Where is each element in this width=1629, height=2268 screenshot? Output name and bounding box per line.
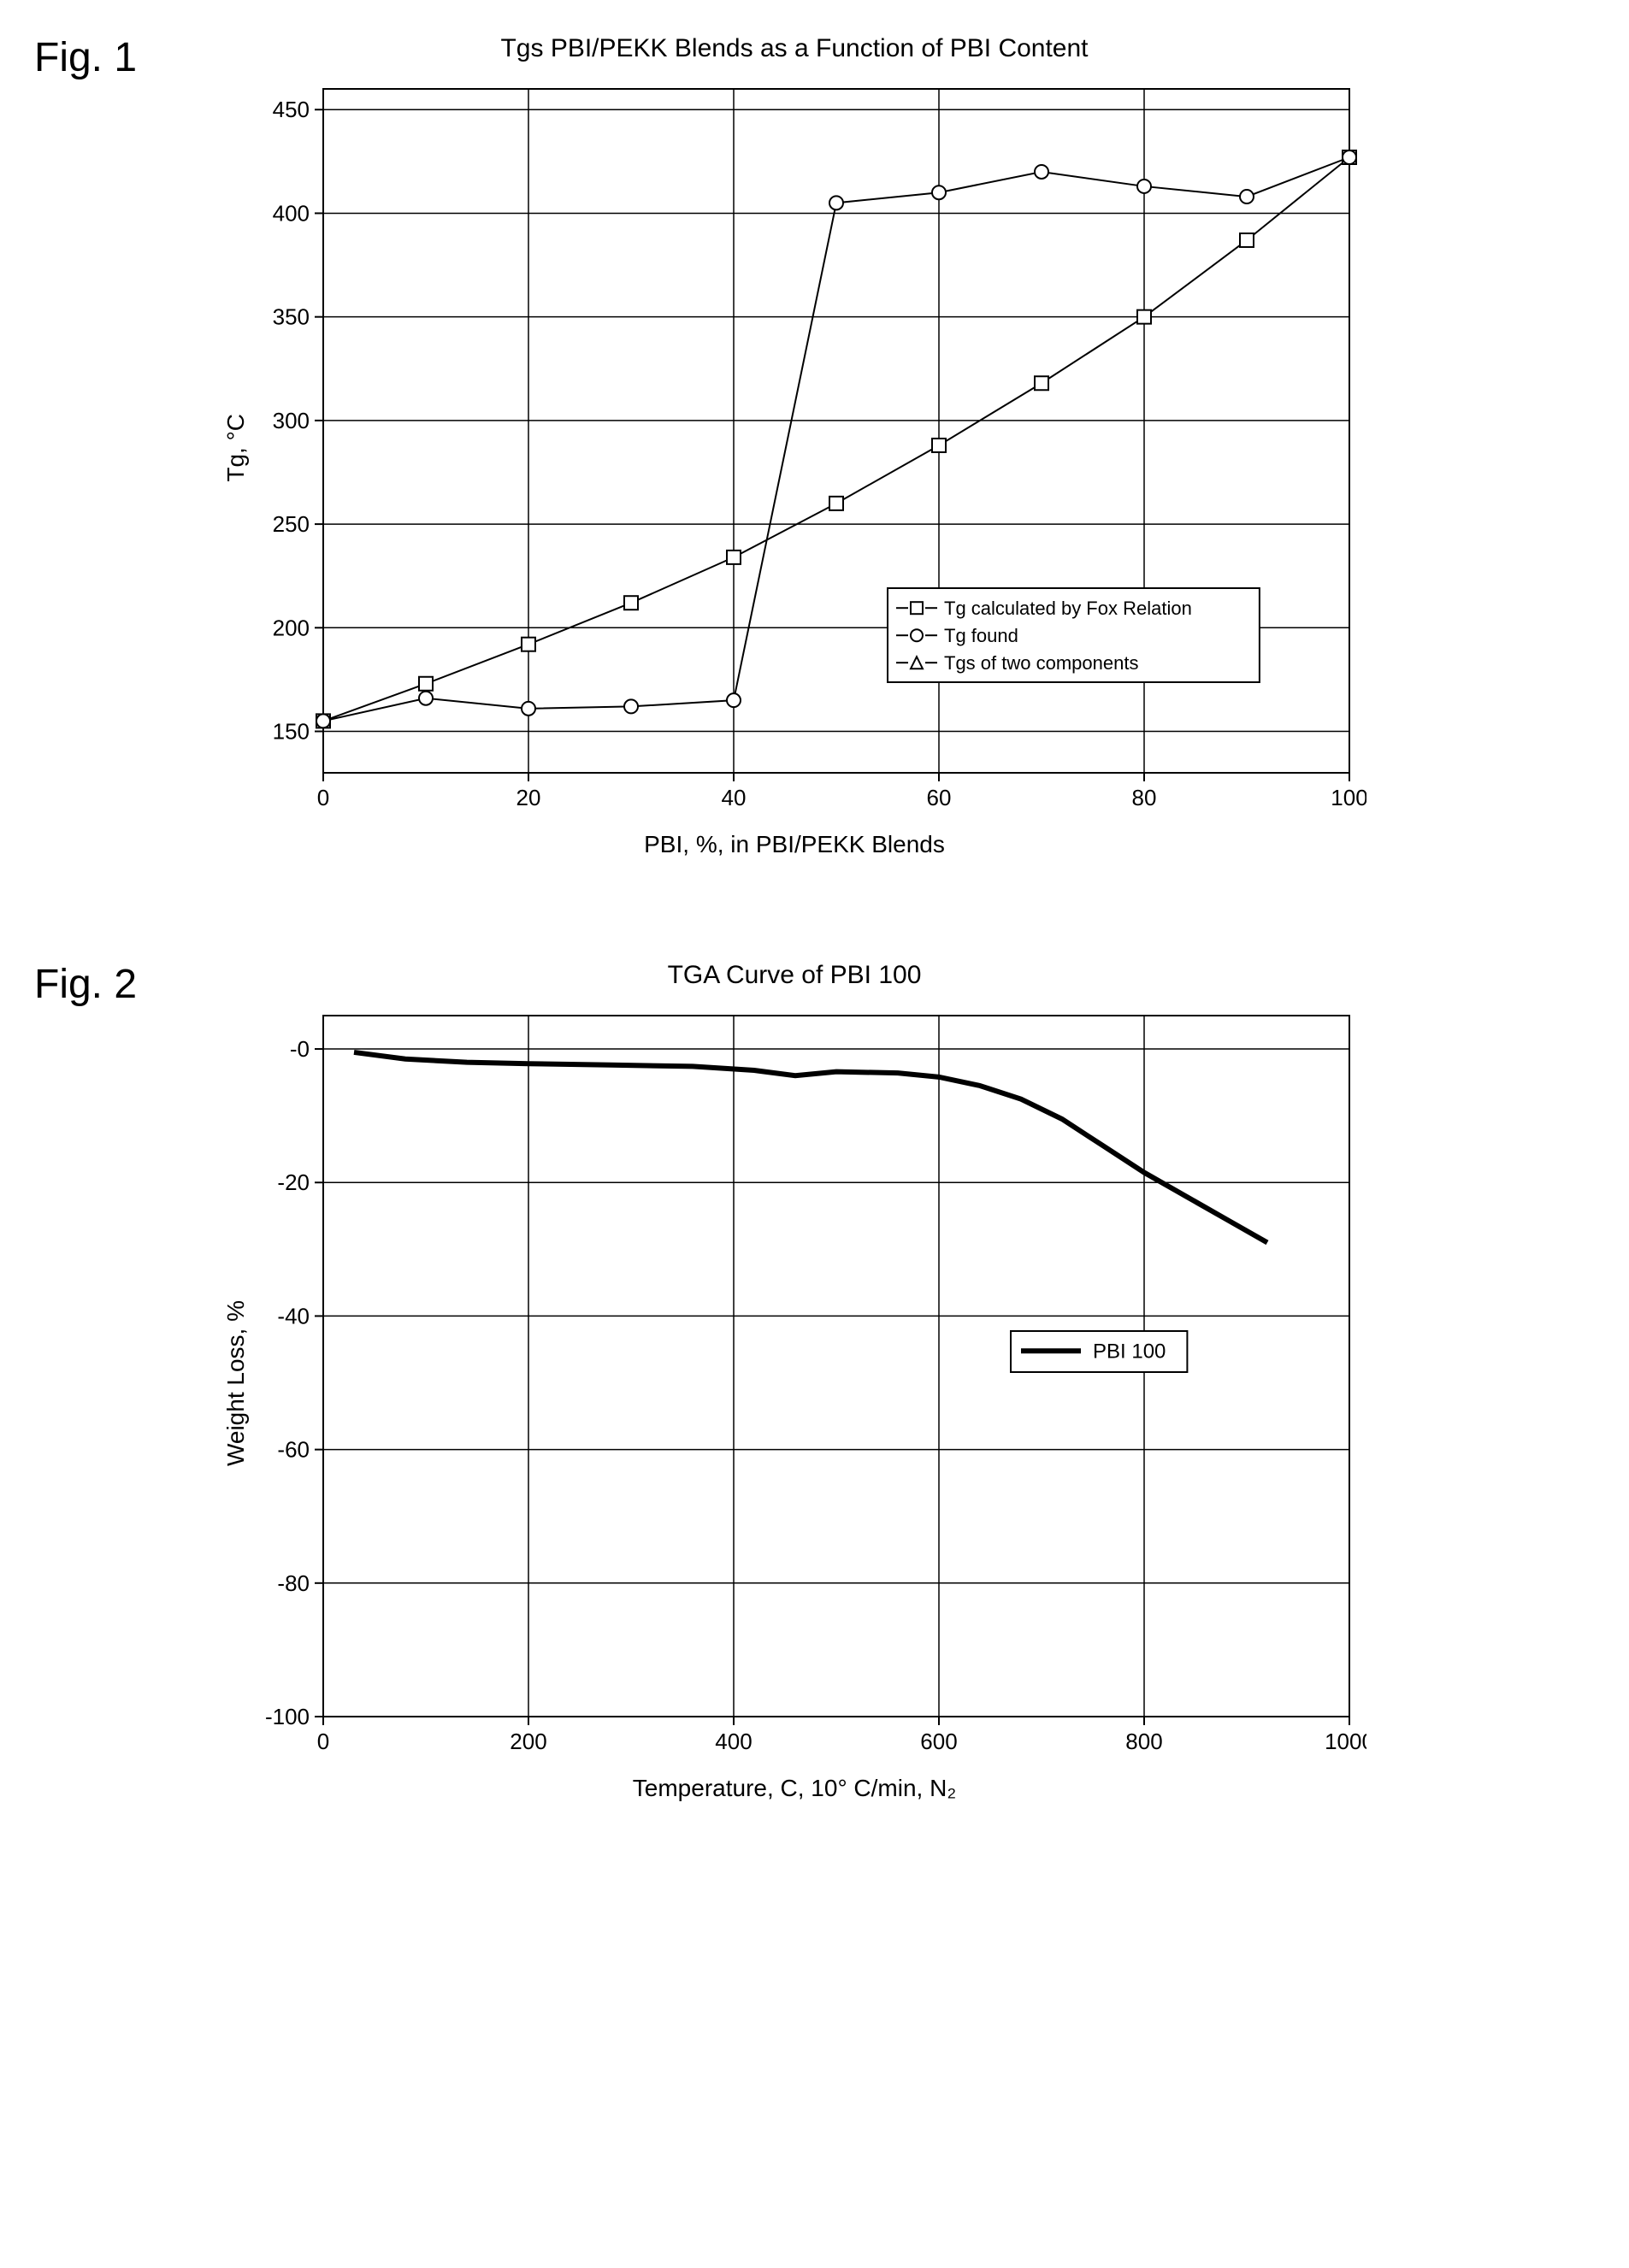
figure-1-xlabel: PBI, %, in PBI/PEKK Blends bbox=[644, 831, 945, 858]
svg-text:-20: -20 bbox=[277, 1169, 310, 1195]
svg-text:60: 60 bbox=[927, 785, 952, 810]
figure-1-label: Fig. 1 bbox=[34, 34, 188, 81]
figure-1-chart: Tgs PBI/PEKK Blends as a Function of PBI… bbox=[222, 34, 1366, 858]
svg-text:600: 600 bbox=[920, 1729, 957, 1754]
svg-text:Tg calculated by Fox Relation: Tg calculated by Fox Relation bbox=[944, 598, 1192, 619]
svg-text:200: 200 bbox=[510, 1729, 546, 1754]
svg-text:80: 80 bbox=[1132, 785, 1157, 810]
svg-text:350: 350 bbox=[273, 304, 310, 330]
figure-1-ylabel: Tg, °C bbox=[222, 414, 250, 482]
svg-text:-60: -60 bbox=[277, 1437, 310, 1463]
figure-1-title: Tgs PBI/PEKK Blends as a Function of PBI… bbox=[500, 34, 1088, 63]
figure-2-label: Fig. 2 bbox=[34, 961, 188, 1008]
figure-2-chart: TGA Curve of PBI 100 Weight Loss, % 0 200… bbox=[222, 961, 1366, 1802]
svg-text:PBI 100: PBI 100 bbox=[1093, 1340, 1166, 1364]
figure-2-title: TGA Curve of PBI 100 bbox=[668, 961, 922, 990]
svg-text:-80: -80 bbox=[277, 1570, 310, 1596]
svg-text:Tg found: Tg found bbox=[944, 625, 1018, 646]
figure-2-xlabel: Temperature, C, 10° C/min, N₂ bbox=[633, 1775, 956, 1802]
figure-2: Fig. 2 TGA Curve of PBI 100 Weight Loss,… bbox=[34, 961, 1595, 1802]
svg-text:450: 450 bbox=[273, 97, 310, 122]
figure-2-svg: 0 200 400 600 800 1000 -100 -80 -60 -40 -20 -0 PBI 1… bbox=[255, 999, 1366, 1768]
svg-text:0: 0 bbox=[317, 1729, 329, 1754]
svg-text:0: 0 bbox=[317, 785, 329, 810]
svg-text:Tgs of two components: Tgs of two components bbox=[944, 652, 1138, 674]
figure-2-ylabel: Weight Loss, % bbox=[222, 1300, 250, 1466]
figure-1-svg: 0 20 40 60 80 100 150 200 250 300 350 400 450 Tg calc… bbox=[255, 72, 1366, 824]
svg-text:-0: -0 bbox=[290, 1036, 310, 1062]
svg-text:200: 200 bbox=[273, 615, 310, 640]
svg-text:150: 150 bbox=[273, 719, 310, 745]
svg-text:40: 40 bbox=[722, 785, 747, 810]
figure-1: Fig. 1 Tgs PBI/PEKK Blends as a Function… bbox=[34, 34, 1595, 858]
svg-text:300: 300 bbox=[273, 408, 310, 433]
svg-text:1000: 1000 bbox=[1325, 1729, 1366, 1754]
svg-text:250: 250 bbox=[273, 511, 310, 537]
svg-text:100: 100 bbox=[1331, 785, 1366, 810]
svg-text:800: 800 bbox=[1125, 1729, 1162, 1754]
svg-text:400: 400 bbox=[273, 200, 310, 226]
svg-text:20: 20 bbox=[516, 785, 541, 810]
svg-text:-100: -100 bbox=[265, 1704, 310, 1729]
svg-text:-40: -40 bbox=[277, 1303, 310, 1328]
svg-text:400: 400 bbox=[715, 1729, 752, 1754]
